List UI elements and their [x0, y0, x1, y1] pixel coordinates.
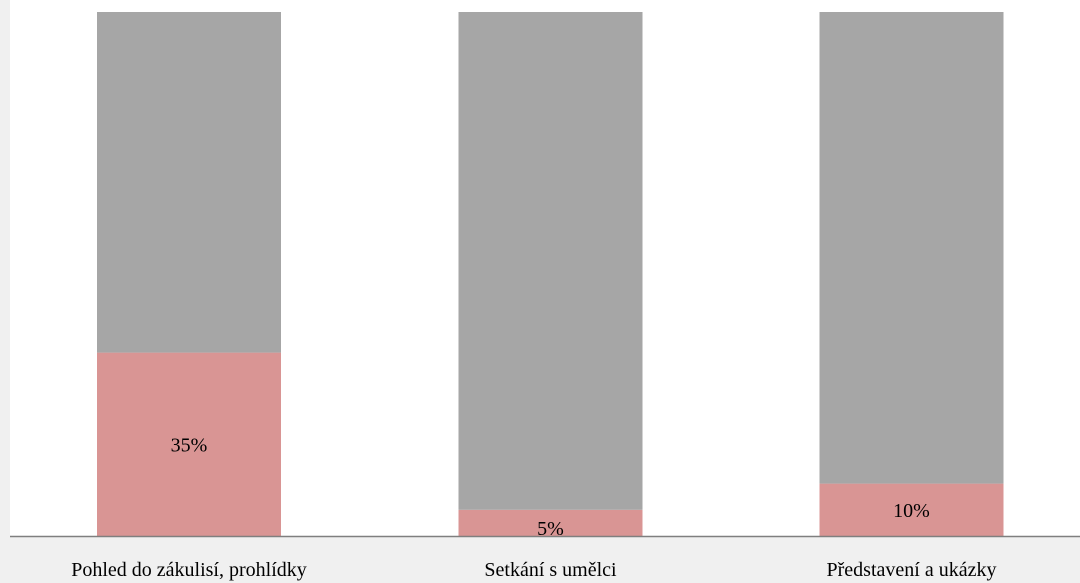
bar-segment-highlight [97, 352, 281, 536]
bar-segment-remainder [97, 12, 281, 353]
x-tick-labels: Pohled do zákulisí, prohlídky Setkání s u… [71, 559, 996, 581]
bar-segment-remainder [458, 12, 643, 510]
bars-layer: 35% 5% 10% [97, 12, 1004, 540]
data-label: 35% [171, 434, 208, 456]
x-tick-label: Pohled do zákulisí, prohlídky [71, 559, 307, 581]
x-tick-label: Představení a ukázky [827, 559, 997, 581]
bar-segment-highlight [458, 509, 643, 536]
x-tick-label: Setkání s umělci [484, 559, 617, 581]
data-label: 5% [537, 518, 564, 540]
bar-segment-highlight [819, 483, 1004, 536]
bar-segment-remainder [819, 12, 1004, 484]
data-label: 10% [893, 500, 930, 522]
